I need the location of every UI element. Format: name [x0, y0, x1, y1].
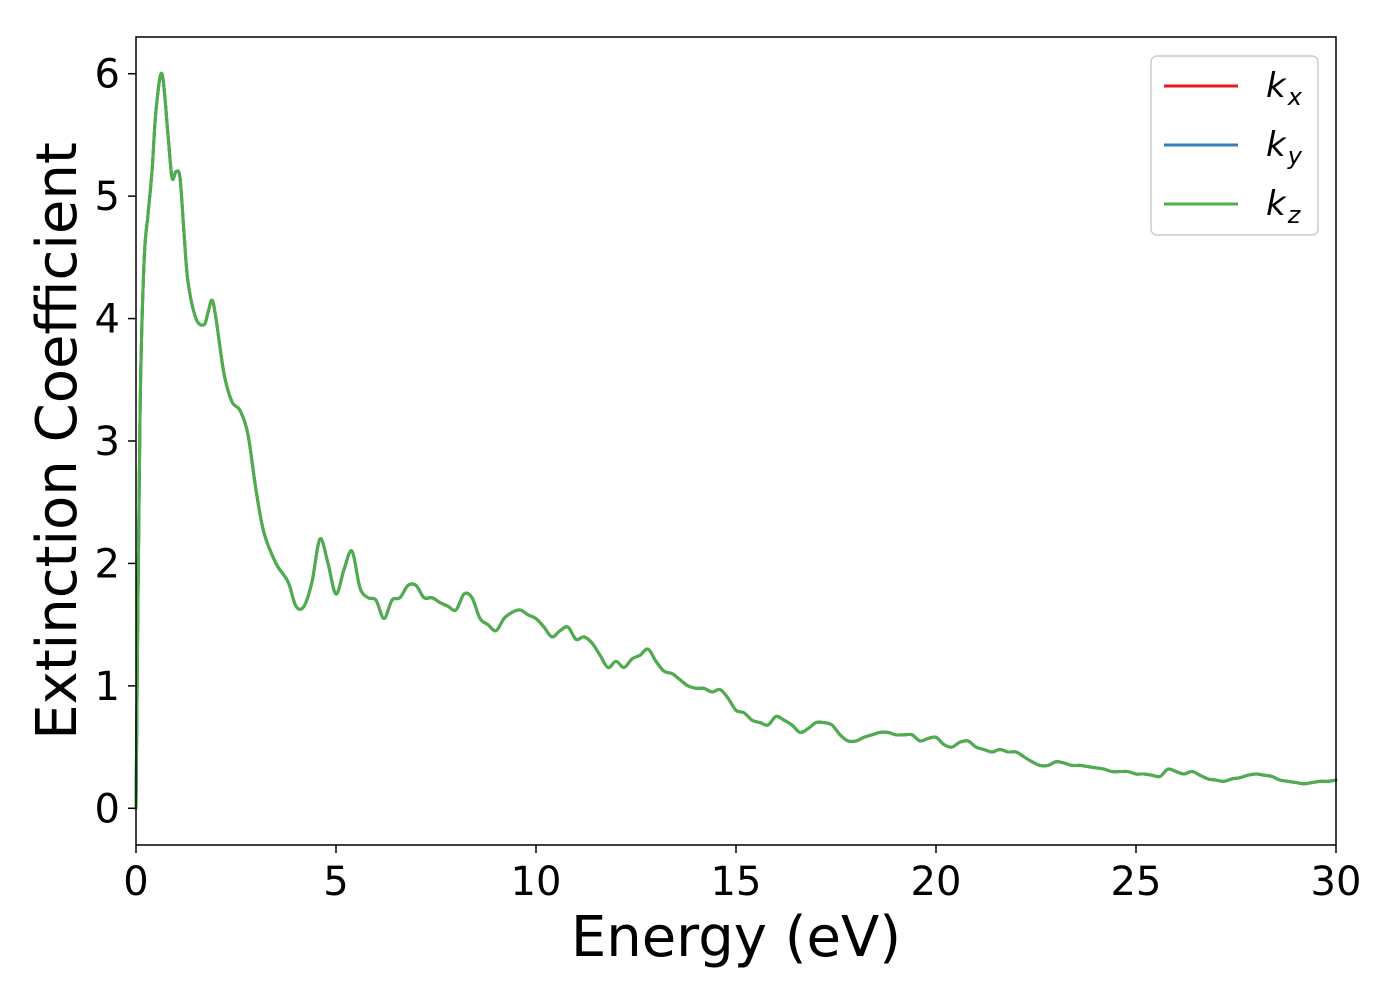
y-tick-label: 2	[95, 541, 120, 587]
x-tick-label: 30	[1311, 859, 1362, 905]
y-axis-ticks: 0 1 2 3 4 5 6	[95, 52, 136, 832]
x-tick-label: 5	[323, 859, 348, 905]
x-tick-label: 25	[1111, 859, 1162, 905]
x-axis-label: Energy (eV)	[571, 905, 901, 970]
series-layer	[134, 71, 1338, 810]
y-tick-label: 1	[95, 664, 120, 710]
y-tick-label: 6	[95, 52, 120, 98]
x-tick-label: 20	[911, 859, 962, 905]
legend-label-ky: ky	[1266, 125, 1303, 170]
legend-label-kz: kz	[1266, 184, 1302, 229]
legend-label-kx: kx	[1266, 66, 1303, 111]
legend: kx ky kz	[1150, 55, 1319, 236]
x-axis-ticks: 0 5 10 15 20 25 30	[123, 845, 1361, 905]
y-tick-label: 3	[95, 419, 120, 465]
x-tick-label: 0	[123, 859, 148, 905]
x-tick-label: 10	[511, 859, 562, 905]
series-line-kz	[134, 71, 1338, 810]
y-tick-label: 5	[95, 174, 120, 220]
y-tick-label: 0	[95, 786, 120, 832]
y-tick-label: 4	[95, 297, 120, 343]
x-tick-label: 15	[711, 859, 762, 905]
y-axis-label: Extinction Coefficient	[25, 142, 90, 740]
legend-items: kx ky kz	[1164, 66, 1303, 229]
